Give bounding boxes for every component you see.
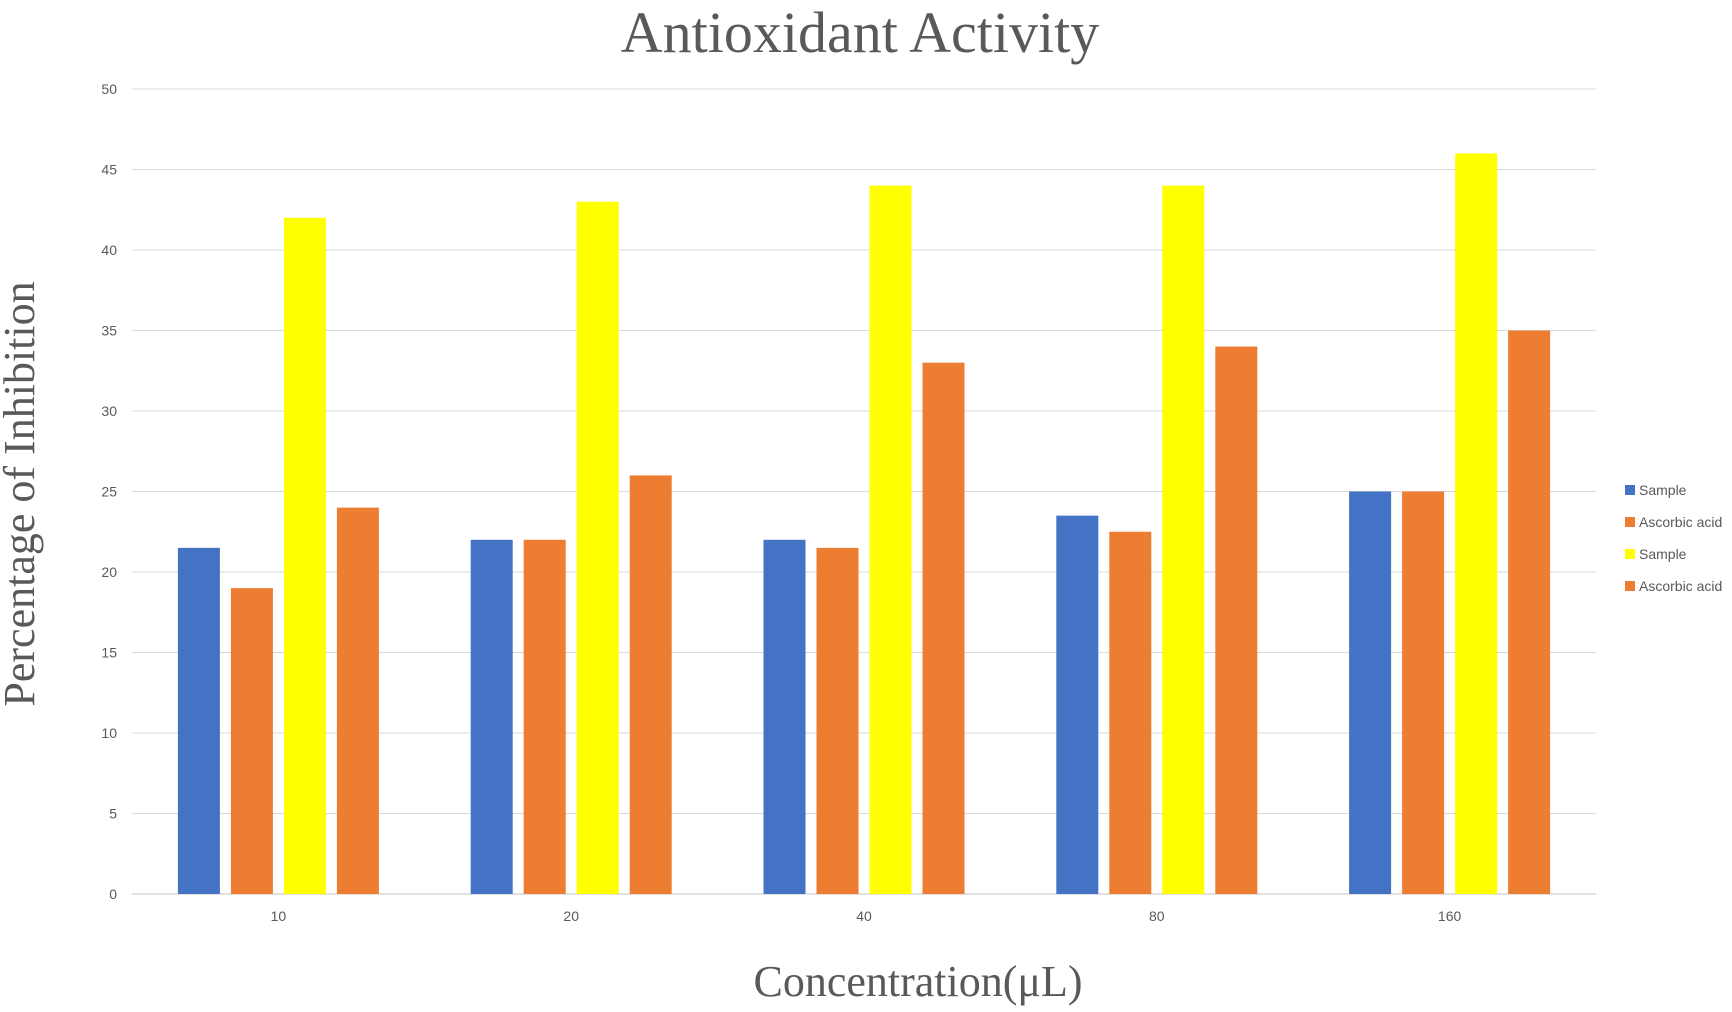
y-tick-label: 40 — [101, 242, 117, 258]
bar — [1508, 330, 1551, 894]
bar — [816, 547, 859, 894]
legend-swatch — [1625, 485, 1635, 495]
bar — [177, 547, 220, 894]
x-tick-label: 20 — [563, 908, 579, 924]
x-tick-label: 40 — [856, 908, 872, 924]
bar — [922, 362, 965, 894]
y-tick-label: 30 — [101, 403, 117, 419]
y-tick-label: 45 — [101, 162, 117, 178]
chart-title: Antioxidant Activity — [621, 0, 1099, 65]
bar — [336, 507, 379, 894]
bars — [177, 153, 1551, 895]
x-axis-ticks: 10 20 40 80 160 — [271, 908, 1462, 924]
bar — [1455, 153, 1498, 894]
legend-swatch — [1625, 581, 1635, 591]
legend-label: Sample — [1639, 482, 1687, 498]
y-tick-label: 35 — [101, 323, 117, 339]
bar — [1402, 491, 1445, 894]
bar — [1162, 185, 1205, 895]
legend-label: Sample — [1639, 546, 1687, 562]
y-tick-label: 50 — [101, 81, 117, 97]
bar — [629, 475, 672, 894]
legend-swatch — [1625, 517, 1635, 527]
y-axis-ticks: 0 5 10 15 20 25 30 35 40 45 50 — [101, 81, 117, 902]
bar — [283, 217, 326, 895]
y-axis-title: Percentage of Inhibition — [0, 281, 44, 706]
x-tick-label: 80 — [1149, 908, 1165, 924]
legend-label: Ascorbic acid — [1639, 514, 1722, 530]
bar — [869, 185, 912, 895]
legend: Sample Ascorbic acid Sample Ascorbic acid — [1625, 482, 1722, 594]
legend-label: Ascorbic acid — [1639, 578, 1722, 594]
x-tick-label: 10 — [271, 908, 287, 924]
legend-swatch — [1625, 549, 1635, 559]
bar — [470, 539, 513, 894]
bar — [1109, 531, 1152, 894]
y-tick-label: 10 — [101, 725, 117, 741]
bar — [576, 201, 619, 894]
bar — [1056, 515, 1099, 894]
y-tick-label: 5 — [109, 806, 117, 822]
bar — [1215, 346, 1258, 895]
bar — [1349, 491, 1392, 894]
y-tick-label: 0 — [109, 886, 117, 902]
y-tick-label: 25 — [101, 484, 117, 500]
y-tick-label: 20 — [101, 564, 117, 580]
y-tick-label: 15 — [101, 645, 117, 661]
x-tick-label: 160 — [1438, 908, 1462, 924]
x-axis-title: Concentration(μL) — [753, 957, 1082, 1006]
bar — [523, 539, 566, 894]
bar — [230, 588, 273, 894]
bar — [763, 539, 806, 894]
